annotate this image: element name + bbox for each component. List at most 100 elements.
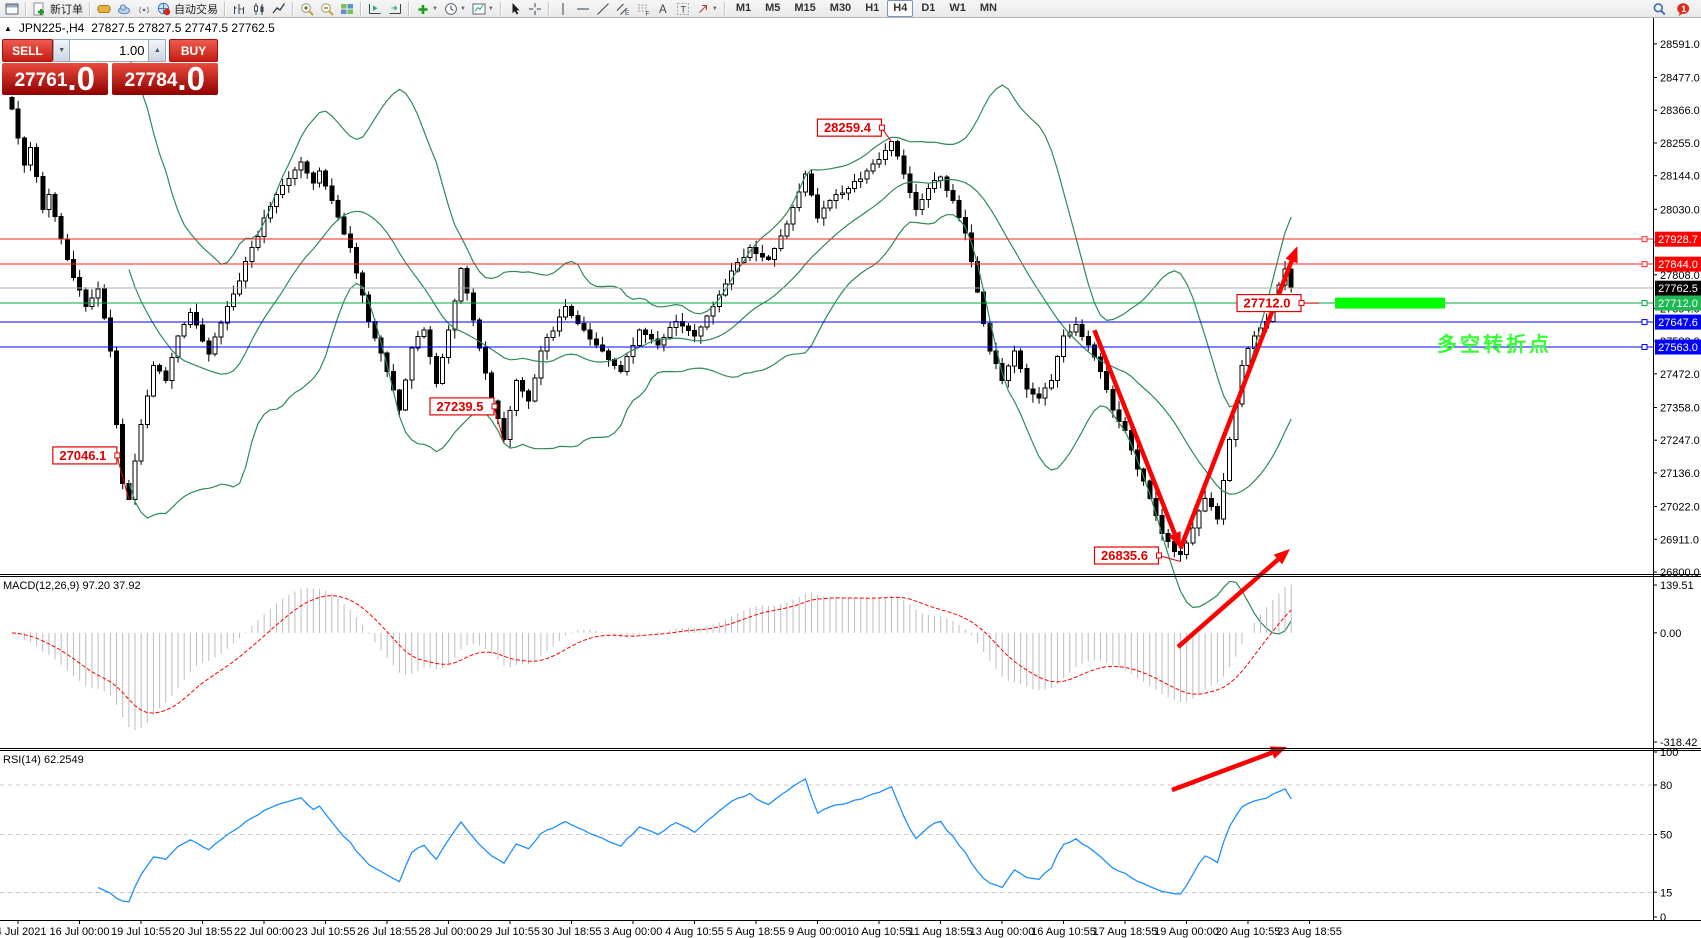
- price-label-text: 27712.0: [1244, 296, 1291, 311]
- macd-tick-label: 139.51: [1660, 580, 1694, 592]
- candle-body: [673, 320, 679, 329]
- candle-body: [95, 288, 101, 299]
- support-highlight-bar[interactable]: [1335, 297, 1445, 309]
- cursor-icon[interactable]: [505, 0, 525, 18]
- horizontal-line-icon[interactable]: [573, 0, 593, 18]
- price-label-connector: [116, 455, 130, 500]
- bollinger-bands-layer: [128, 57, 1292, 635]
- sell-button[interactable]: SELL: [2, 39, 53, 62]
- timeframe-m1-button[interactable]: M1: [735, 2, 752, 14]
- chart-shift-icon[interactable]: [385, 0, 405, 18]
- time-tick-label: 10 Aug 10:55: [847, 926, 912, 938]
- autotrading-button[interactable]: 自动交易: [154, 0, 221, 18]
- level-handle[interactable]: [1641, 261, 1648, 268]
- candlestick-chart-icon[interactable]: [249, 0, 269, 18]
- timeframe-m30-button[interactable]: M30: [829, 2, 852, 14]
- trend-arrow-shaft[interactable]: [1176, 557, 1280, 649]
- timeframe-m15-button[interactable]: M15: [794, 2, 816, 14]
- sell-price-display[interactable]: 27761.0: [2, 62, 108, 95]
- chevron-down-icon[interactable]: ▼: [432, 5, 438, 12]
- trendline-icon[interactable]: [593, 0, 613, 18]
- periods-icon[interactable]: ▼: [441, 0, 469, 18]
- vertical-line-icon[interactable]: [553, 0, 573, 18]
- equidistant-channel-icon[interactable]: E: [613, 0, 633, 18]
- candle-body: [341, 216, 347, 235]
- price-label-anchor-handle[interactable]: [1298, 300, 1305, 307]
- timeframe-mn-button[interactable]: MN: [979, 2, 997, 14]
- candle-body: [335, 199, 341, 218]
- candle-body: [581, 322, 587, 331]
- trend-arrow-head[interactable]: [1273, 549, 1290, 565]
- candle-body: [1214, 506, 1220, 520]
- candle-body: [187, 312, 193, 326]
- annotations-layer[interactable]: 28259.4 27239.5 27046.1 26835.6 27712.0: [52, 118, 1445, 793]
- auto-scroll-icon[interactable]: [365, 0, 385, 18]
- level-handle[interactable]: [1641, 236, 1648, 243]
- market-watch-icon[interactable]: [94, 0, 114, 18]
- signals-icon[interactable]: [134, 0, 154, 18]
- svg-text:E: E: [625, 10, 630, 16]
- zoom-in-icon[interactable]: [297, 0, 317, 18]
- horizontal-levels-layer[interactable]: [0, 236, 1653, 351]
- level-price-tag-text: 27928.7: [1658, 234, 1698, 246]
- timeframe-m5-button[interactable]: M5: [765, 2, 781, 14]
- timeframe-d1-button[interactable]: D1: [921, 2, 936, 14]
- price-tick-label: 27358.0: [1660, 402, 1700, 414]
- text-label-icon[interactable]: T: [673, 0, 693, 18]
- timeframe-w1-button[interactable]: W1: [949, 2, 966, 14]
- candle-body: [925, 188, 931, 200]
- trend-arrow-head[interactable]: [1168, 531, 1181, 549]
- trend-arrow-shaft[interactable]: [1092, 329, 1177, 535]
- candle-body: [765, 256, 771, 260]
- chevron-down-icon[interactable]: ▼: [487, 5, 494, 12]
- level-handle[interactable]: [1641, 344, 1648, 351]
- fibonacci-icon[interactable]: F: [633, 0, 653, 18]
- level-handle[interactable]: [1641, 319, 1648, 326]
- timeframe-h1-button[interactable]: H1: [865, 2, 880, 14]
- candle-body: [21, 137, 27, 166]
- bar-chart-icon[interactable]: [229, 0, 249, 18]
- arrow-objects-icon[interactable]: ▼: [693, 0, 721, 18]
- trend-arrow-head[interactable]: [1285, 246, 1298, 264]
- symbol-collapse-icon[interactable]: ▲: [4, 23, 12, 33]
- notifications-icon[interactable]: 1: [1673, 0, 1693, 18]
- toolbar-separator: [224, 1, 226, 16]
- price-label-anchor-handle[interactable]: [114, 452, 121, 459]
- volume-input[interactable]: [70, 39, 149, 62]
- zoom-out-icon[interactable]: [317, 0, 337, 18]
- templates-icon[interactable]: ▼: [469, 0, 497, 18]
- price-label-anchor-handle[interactable]: [1156, 552, 1162, 559]
- tile-windows-icon[interactable]: [337, 0, 357, 18]
- candle-body: [280, 184, 286, 196]
- level-handle[interactable]: [1641, 300, 1648, 307]
- crosshair-icon[interactable]: [525, 0, 545, 18]
- price-label-anchor-handle[interactable]: [878, 124, 885, 131]
- turning-point-annotation[interactable]: 多空转折点: [1437, 334, 1552, 356]
- candle-body: [1184, 542, 1190, 555]
- level-price-tag-text: 27844.0: [1658, 259, 1698, 271]
- timeframe-h4-button[interactable]: H4: [887, 0, 914, 17]
- buy-button[interactable]: BUY: [169, 39, 218, 62]
- chart-window-icon[interactable]: [2, 0, 22, 18]
- chevron-down-icon[interactable]: ▼: [711, 5, 718, 12]
- volume-decrease-button[interactable]: ▼: [52, 39, 71, 62]
- candle-body: [1042, 387, 1048, 399]
- indicators-icon[interactable]: ▼: [413, 0, 441, 18]
- candle-body: [858, 178, 864, 182]
- new-order-button[interactable]: 新订单: [30, 0, 86, 18]
- data-window-icon[interactable]: [114, 0, 134, 18]
- volume-increase-button[interactable]: ▲: [148, 39, 167, 62]
- symbol-period-label: JPN225-,H4: [18, 21, 85, 35]
- text-icon[interactable]: A: [653, 0, 673, 18]
- price-label-anchor-handle[interactable]: [491, 403, 498, 410]
- candle-body: [513, 379, 519, 411]
- candle-body: [987, 323, 993, 352]
- trend-arrow-head[interactable]: [1269, 746, 1287, 759]
- trend-arrow-shaft[interactable]: [1171, 750, 1273, 793]
- line-chart-icon[interactable]: [269, 0, 289, 18]
- buy-price-display[interactable]: 27784.0: [111, 62, 218, 95]
- search-icon[interactable]: [1649, 0, 1669, 18]
- candle-body: [237, 280, 243, 295]
- chevron-down-icon[interactable]: ▼: [459, 5, 466, 12]
